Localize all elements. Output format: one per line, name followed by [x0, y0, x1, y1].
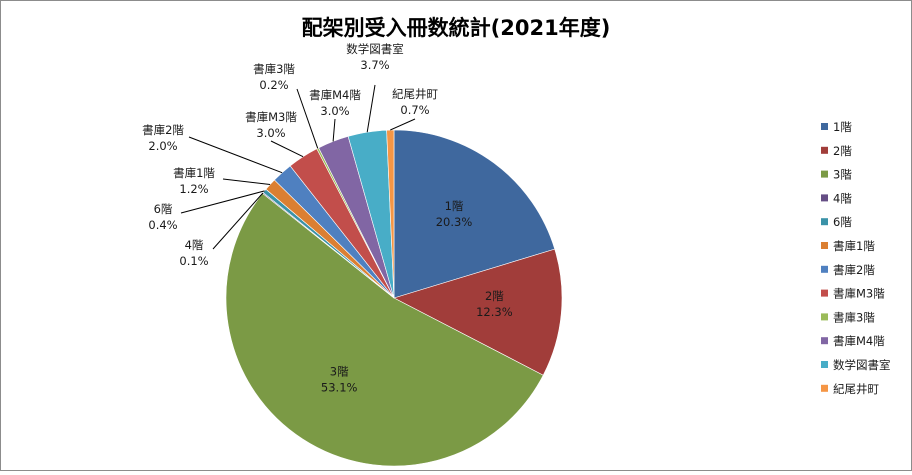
data-label-value: 3.0% [256, 126, 285, 140]
legend-label: 書庫M3階 [833, 287, 885, 301]
leader-line [270, 140, 304, 158]
data-label-name: 書庫2階 [142, 123, 184, 137]
data-label-value: 0.2% [259, 78, 288, 92]
pie-slices [225, 129, 563, 467]
leader-line [332, 118, 336, 142]
legend-swatch [821, 242, 828, 249]
legend-swatch [821, 289, 828, 297]
data-label-value: 3.7% [360, 58, 389, 72]
slice-0 [393, 129, 556, 299]
data-label-name: 書庫M3階 [245, 110, 297, 124]
leader-line [180, 190, 265, 214]
data-label-value: 20.3% [436, 215, 473, 229]
legend-label: 書庫2階 [833, 263, 875, 277]
data-label-name: 3階 [330, 365, 349, 379]
legend-label: 4階 [833, 191, 852, 205]
data-label-value: 3.0% [320, 104, 349, 118]
data-label-name: 書庫3階 [253, 62, 295, 76]
legend-label: 6階 [833, 215, 852, 229]
data-label-value: 0.1% [179, 254, 208, 268]
data-label-name: 書庫M4階 [309, 88, 361, 102]
data-label-name: 4階 [185, 238, 204, 252]
leader-line [296, 88, 319, 149]
legend-label: 2階 [833, 144, 852, 158]
data-label-name: 6階 [154, 202, 173, 216]
legend-swatch [821, 170, 828, 178]
data-labels: 1階 20.3% 2階 12.3% 3階 53.1% 4階 0.1% 6階 0.4% 書庫1階 1.2… [142, 42, 513, 395]
data-label-value: 53.1% [321, 381, 358, 395]
legend-swatch [821, 384, 828, 392]
legend-label: 書庫1階 [833, 239, 875, 253]
legend-label: 3階 [833, 168, 852, 182]
leader-line [212, 192, 264, 250]
legend-swatch [821, 146, 828, 154]
legend-swatch [821, 265, 828, 273]
leader-line [222, 178, 271, 185]
data-label-name: 書庫1階 [173, 166, 215, 180]
legend: 1階 2階 3階 4階 6階書庫1階書庫2階書庫M3階書庫3階書庫M4階数学図書室紀尾井… [821, 120, 891, 396]
legend-swatch [821, 313, 828, 321]
legend-swatch [821, 337, 828, 345]
slice-1 [393, 248, 563, 376]
data-label-value: 0.7% [400, 103, 429, 117]
data-label-value: 0.4% [148, 218, 177, 232]
data-label-name: 1階 [445, 199, 464, 213]
legend-label: 紀尾井町 [833, 382, 879, 396]
leader-line [390, 118, 416, 131]
legend-swatch [821, 194, 828, 202]
legend-label: 数学図書室 [833, 358, 891, 372]
chart-title: 配架別受入冊数統計(2021年度) [302, 16, 611, 40]
legend-label: 書庫M4階 [833, 334, 885, 348]
legend-swatch [821, 361, 828, 368]
data-label-value: 12.3% [476, 305, 513, 319]
leader-line [366, 84, 376, 133]
legend-label: 書庫3階 [833, 310, 875, 324]
data-label-value: 1.2% [179, 182, 208, 196]
slice-11 [386, 129, 395, 299]
slice-2 [225, 192, 544, 467]
legend-swatch [821, 123, 828, 130]
leader-lines [180, 84, 416, 250]
data-label-name: 紀尾井町 [392, 87, 438, 101]
leader-line [188, 136, 283, 174]
data-label-value: 2.0% [148, 139, 177, 153]
legend-label: 1階 [833, 120, 852, 134]
legend-swatch [821, 218, 828, 226]
data-label-name: 2階 [485, 289, 504, 303]
data-label-name: 数学図書室 [346, 42, 404, 56]
